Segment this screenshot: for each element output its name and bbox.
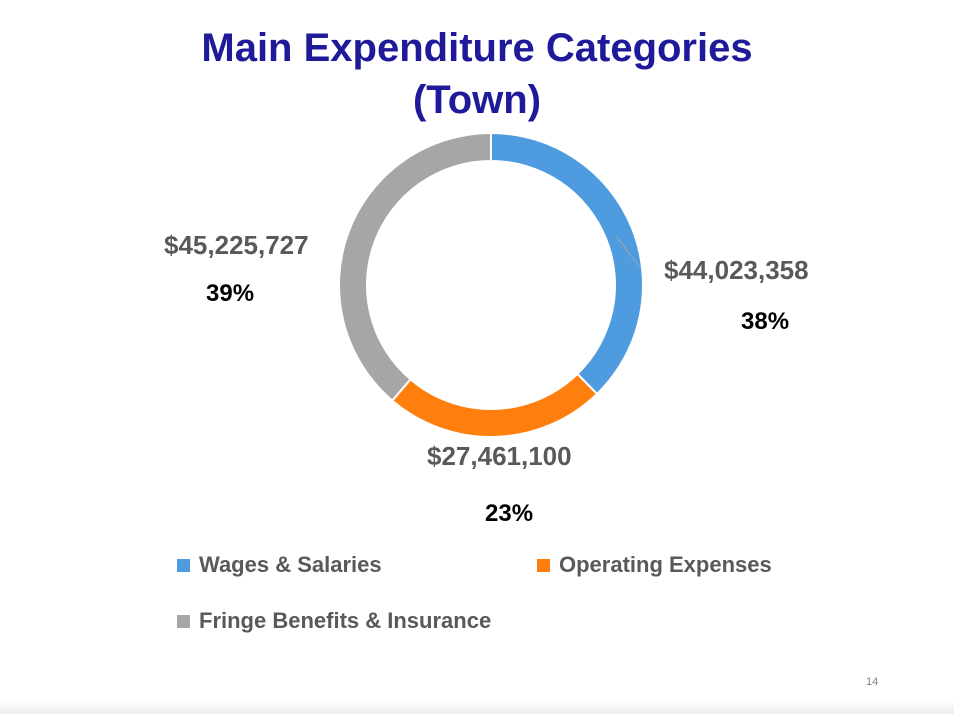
leader-line-wages bbox=[615, 235, 640, 267]
legend-item-operating: Operating Expenses bbox=[537, 552, 772, 578]
data-label-operating-percent: 23% bbox=[485, 500, 533, 527]
legend-item-fringe: Fringe Benefits & Insurance bbox=[177, 608, 491, 634]
page-number: 14 bbox=[866, 676, 879, 688]
data-label-fringe-value: $45,225,727 bbox=[164, 230, 309, 260]
donut-slice-operating bbox=[390, 372, 599, 438]
donut-slice-wages bbox=[490, 131, 644, 396]
legend-swatch-operating bbox=[537, 558, 550, 572]
donut-slices bbox=[338, 131, 644, 438]
chart-title: Main Expenditure Categories (Town) bbox=[0, 22, 954, 126]
bottom-edge-shadow bbox=[0, 700, 954, 714]
chart-title-line-1: Main Expenditure Categories bbox=[201, 26, 753, 70]
donut-slice-fringe bbox=[338, 131, 492, 402]
legend-label-wages: Wages & Salaries bbox=[199, 552, 382, 577]
legend-swatch-fringe bbox=[177, 614, 190, 628]
data-label-wages-percent: 38% bbox=[741, 308, 789, 335]
data-label-operating-value: $27,461,100 bbox=[427, 441, 572, 471]
legend-item-wages: Wages & Salaries bbox=[177, 552, 382, 578]
chart-title-line-2: (Town) bbox=[412, 78, 542, 122]
legend-swatch-wages bbox=[177, 558, 190, 572]
data-label-fringe-percent: 39% bbox=[206, 280, 254, 307]
data-label-wages-value: $44,023,358 bbox=[664, 255, 809, 285]
legend-label-fringe: Fringe Benefits & Insurance bbox=[199, 608, 492, 633]
legend-label-operating: Operating Expenses bbox=[559, 552, 772, 577]
